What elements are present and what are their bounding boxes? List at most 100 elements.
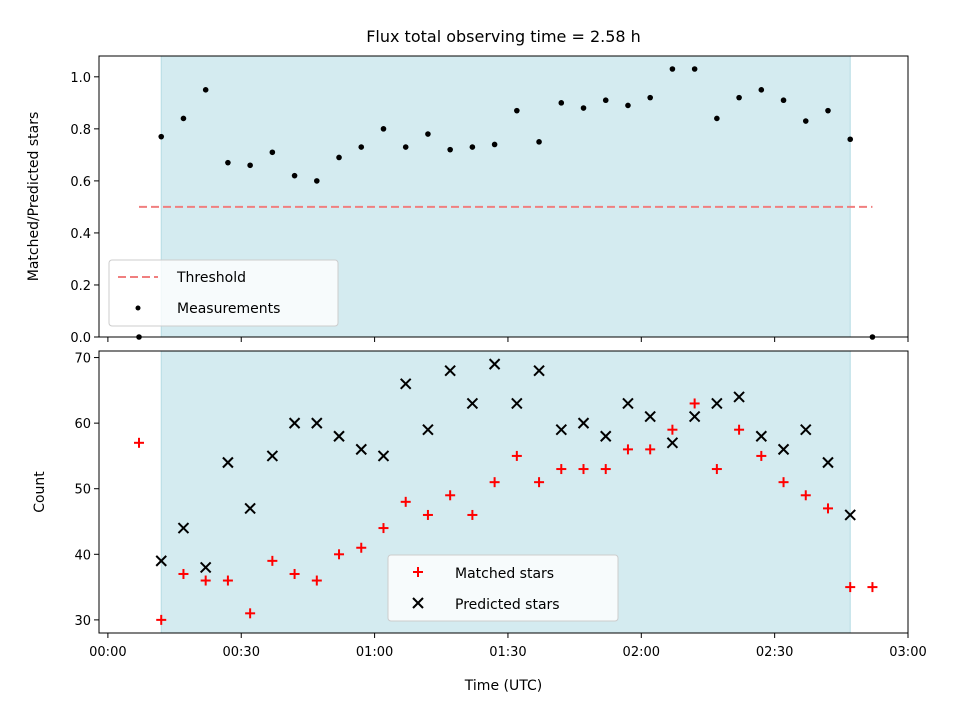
measurement-point <box>447 146 453 153</box>
measurement-point <box>314 178 320 184</box>
predicted-star-point <box>244 502 256 515</box>
predicted-star-point <box>288 417 301 429</box>
measurement-point <box>825 107 831 114</box>
legend-threshold-label: Threshold <box>176 270 246 286</box>
predicted-star-point <box>711 397 723 410</box>
matched-star-point <box>222 575 233 586</box>
predicted-star-point <box>355 443 367 456</box>
time-x-tick-label: 01:30 <box>489 645 526 660</box>
legend-predicted-swatch <box>412 597 424 609</box>
ratio-panel: 0.0 0.2 0.4 0.6 0.8 1.0 Flux total observing … <box>26 27 909 346</box>
matched-star-point <box>245 608 256 619</box>
predicted-star-point <box>844 509 856 521</box>
measurement-point <box>758 87 765 93</box>
matched-star-point <box>667 424 678 435</box>
predicted-star-point <box>688 410 701 423</box>
predicted-star-point <box>733 391 745 403</box>
predicted-star-point <box>511 397 523 410</box>
predicted-star-point <box>466 397 479 410</box>
ratio-y-tick-label: 1.0 <box>70 71 91 86</box>
matched-star-point <box>622 444 633 455</box>
measurement-point <box>514 107 520 114</box>
time-x-tick-label: 01:00 <box>356 645 393 660</box>
count-legend: Matched stars Predicted stars <box>387 554 619 622</box>
predicted-star-point <box>555 423 567 436</box>
ratio-y-tick-label: 0.8 <box>70 123 91 138</box>
measurement-point <box>691 66 698 72</box>
ratio-legend-box <box>108 259 339 327</box>
matched-star-point <box>178 568 189 579</box>
predicted-star-point <box>155 555 167 567</box>
predicted-star-point <box>755 430 768 442</box>
matched-star-point <box>334 549 345 560</box>
measurement-point <box>536 139 542 145</box>
measurement-point <box>358 144 365 150</box>
matched-star-point <box>645 444 656 455</box>
count-axes-frame <box>98 350 909 634</box>
count-y-tick-label: 40 <box>74 548 91 563</box>
matched-star-point <box>734 424 745 435</box>
matched-star-point <box>534 477 545 488</box>
matched-star-point <box>756 450 767 461</box>
predicted-star-point <box>311 417 323 429</box>
count-y-tick-label: 60 <box>74 417 91 432</box>
matched-star-point <box>400 496 411 507</box>
matched-star-point <box>511 450 522 461</box>
matched-star-point <box>378 523 389 534</box>
matched-star-point <box>778 477 789 488</box>
predicted-star-point <box>577 417 590 429</box>
predicted-star-points <box>155 358 856 574</box>
measurement-point <box>714 115 720 122</box>
measurement-point <box>158 133 165 140</box>
matched-star-point <box>311 575 322 586</box>
ratio-y-tick-label: 0.0 <box>70 331 91 346</box>
legend-predicted-marker <box>412 597 424 609</box>
matched-star-point <box>822 503 833 514</box>
measurement-point <box>380 126 387 132</box>
count-y-axis-label: Count <box>32 471 48 513</box>
measurement-point <box>625 102 631 109</box>
matched-star-point <box>200 575 211 586</box>
count-y-tick-label: 30 <box>74 614 91 629</box>
predicted-star-point <box>199 561 212 574</box>
predicted-star-point <box>377 450 390 462</box>
chart-title: Flux total observing time = 2.58 h <box>366 27 641 46</box>
predicted-star-point <box>666 437 679 449</box>
matched-star-point <box>156 614 167 625</box>
ratio-y-tick-label: 0.6 <box>70 175 91 190</box>
predicted-star-point <box>622 397 634 410</box>
matched-star-point <box>467 509 478 520</box>
count-x-ticks: 00:00 00:30 01:00 01:30 02:00 02:30 03:00 <box>89 633 927 660</box>
matched-star-point <box>600 464 611 475</box>
predicted-star-point <box>644 410 656 423</box>
predicted-star-point <box>222 456 234 469</box>
time-x-tick-label: 02:00 <box>623 645 660 660</box>
count-y-ticks: 30 40 50 60 70 <box>74 352 99 629</box>
measurement-point <box>202 87 209 93</box>
measurement-point <box>558 100 565 106</box>
count-y-tick-label: 70 <box>74 352 91 367</box>
predicted-star-point <box>600 430 612 442</box>
ratio-x-ticks <box>107 337 909 342</box>
matched-star-point <box>689 398 700 409</box>
matched-star-points <box>134 398 878 625</box>
legend-matched-marker <box>413 567 423 577</box>
ratio-y-ticks: 0.0 0.2 0.4 0.6 0.8 1.0 <box>70 71 99 346</box>
matched-star-point <box>422 509 433 520</box>
ratio-axes-frame <box>98 55 909 338</box>
measurement-point <box>780 97 787 104</box>
measurement-point <box>269 149 276 156</box>
measurement-points <box>136 66 876 340</box>
count-y-tick-label: 50 <box>74 483 91 498</box>
measurement-point <box>225 159 231 166</box>
time-x-tick-label: 03:00 <box>889 645 926 660</box>
legend-predicted-label: Predicted stars <box>455 597 560 613</box>
matched-star-point <box>356 542 367 553</box>
matched-star-point <box>578 464 589 475</box>
legend-matched-label: Matched stars <box>455 566 554 582</box>
matched-star-point <box>445 490 456 501</box>
measurement-point <box>802 118 809 124</box>
predicted-star-point <box>488 358 501 370</box>
matched-star-point <box>289 568 300 579</box>
measurement-point <box>736 94 742 101</box>
